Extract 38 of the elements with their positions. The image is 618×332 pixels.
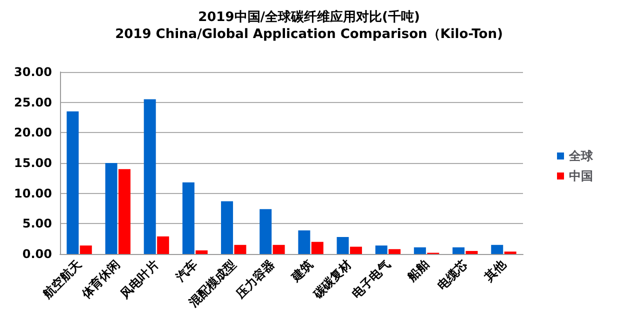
bar xyxy=(388,249,401,254)
bar xyxy=(66,111,79,254)
bar xyxy=(105,163,118,254)
bar xyxy=(466,250,478,254)
y-tick-label: 5.00 xyxy=(22,216,52,231)
x-tick-label: 其他 xyxy=(481,256,510,285)
bar xyxy=(144,99,156,254)
y-tick-label: 25.00 xyxy=(14,95,52,110)
bar xyxy=(234,244,246,254)
bar xyxy=(311,242,324,254)
x-tick-label: 汽车 xyxy=(172,257,200,285)
x-tick-label: 电缆芯 xyxy=(434,257,470,292)
x-tick-label: 船舶 xyxy=(404,257,432,285)
bar xyxy=(182,182,194,254)
bar xyxy=(375,246,388,254)
y-tick-label: 20.00 xyxy=(14,126,52,140)
bar xyxy=(221,201,234,254)
bar xyxy=(118,169,130,254)
bar xyxy=(80,246,92,254)
bar xyxy=(298,230,310,254)
x-tick-label: 建筑 xyxy=(288,257,316,285)
bar xyxy=(260,209,272,254)
chart-title: 2019中国/全球碳纤维应用对比(千吨) xyxy=(198,9,420,25)
bar xyxy=(336,237,349,254)
y-tick-label: 10.00 xyxy=(14,186,52,200)
bar xyxy=(452,247,465,254)
bar xyxy=(157,236,170,254)
y-tick-label: 0.00 xyxy=(22,247,52,261)
bar xyxy=(350,246,362,254)
y-tick-label: 30.00 xyxy=(14,65,52,79)
bar xyxy=(196,250,208,254)
bar xyxy=(272,244,285,254)
chart-subtitle: 2019 China/Global Application Comparison（Kilo-Ton) xyxy=(115,27,503,42)
y-tick-label: 15.00 xyxy=(14,156,52,170)
bar xyxy=(491,244,504,254)
legend-label: 中国 xyxy=(569,169,593,183)
legend-label: 全球 xyxy=(568,149,594,163)
bar xyxy=(414,247,426,254)
